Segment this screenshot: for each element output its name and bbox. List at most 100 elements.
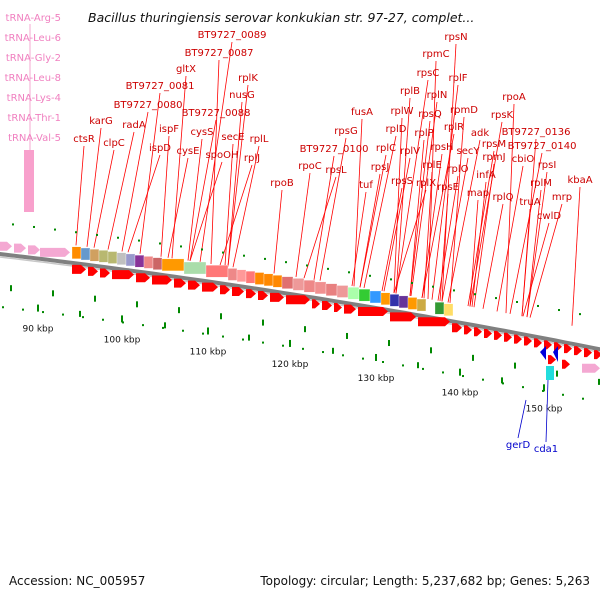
forward-gene-arrow: [594, 350, 600, 360]
forward-gene-arrow: [534, 338, 542, 348]
gene-label-ispd: ispD: [149, 143, 171, 154]
gene-label-rplq: rplQ: [492, 192, 513, 203]
outer-tick: [432, 285, 434, 288]
gene-label-rplm: rplM: [530, 178, 552, 189]
gene-label-rpsk: rpsK: [491, 110, 514, 121]
feature-block: [292, 278, 305, 291]
inner-tick: [472, 354, 474, 361]
outer-ticks: [12, 223, 581, 316]
outer-tick: [411, 281, 413, 284]
trna-block: [24, 150, 34, 212]
scale-label: 140 kbp: [442, 389, 479, 399]
feature-block: [134, 255, 145, 268]
scale-dot: [242, 338, 244, 341]
forward-gene-arrow: [474, 327, 482, 337]
feature-block: [336, 285, 349, 298]
trna-label-trna-leu-8: tRNA-Leu-8: [5, 73, 61, 84]
gene-label-rpoa: rpoA: [502, 92, 526, 103]
leader-line: [303, 176, 337, 279]
feature-block: [183, 261, 207, 275]
scale-dot: [422, 367, 424, 370]
leader-line: [383, 157, 411, 292]
gene-label-bt9727-0140: BT9727_0140: [508, 141, 577, 152]
forward-gene-arrow: [524, 336, 532, 346]
gene-label-rplo: rplO: [447, 164, 468, 175]
outer-tick: [117, 236, 119, 239]
gerd-arrow: [540, 346, 546, 360]
feature-block: [303, 280, 316, 293]
gene-label-rpsi: rpsI: [538, 160, 557, 171]
feature-block: [398, 295, 409, 309]
leader-line: [421, 133, 455, 298]
feature-block: [80, 247, 91, 261]
gene-label-rpob: rpoB: [270, 178, 294, 189]
trna-label-trna-lys-4: tRNA-Lys-4: [7, 93, 61, 104]
gene-label-rpsn: rpsN: [444, 32, 467, 43]
leader-line: [496, 165, 524, 312]
leader-line: [127, 154, 161, 253]
feature-block: [245, 270, 256, 284]
leader-line: [93, 149, 115, 248]
gene-label-rpsh: rpsH: [430, 142, 453, 153]
leader-line: [227, 84, 249, 267]
leader-line: [219, 164, 253, 266]
forward-gene-arrow: [174, 278, 186, 288]
gene-label-bt9727-0136: BT9727_0136: [502, 127, 571, 138]
feature-block: [369, 290, 382, 304]
forward-gene-arrow: [514, 334, 522, 344]
leader-line: [189, 161, 223, 261]
leader-line: [526, 189, 542, 318]
gene-label-spooh: spoOH: [205, 150, 238, 161]
forward-gene-arrow: [452, 323, 462, 333]
scale-dot: [322, 351, 324, 354]
outer-tick: [33, 225, 35, 228]
leader-line: [467, 150, 495, 307]
forward-gene-arrow: [220, 285, 230, 295]
feature-block: [347, 287, 360, 300]
gene-label-adk: adk: [471, 128, 489, 139]
gene-label-rpsg: rpsG: [334, 126, 357, 137]
gene-label-gltx: gltX: [176, 64, 196, 75]
feature-block: [325, 283, 338, 296]
forward-gene-arrow: [584, 348, 592, 358]
leader-line: [471, 181, 487, 307]
outer-tick: [495, 297, 497, 300]
leader-line: [107, 131, 135, 250]
gene-label-rplk: rplK: [238, 73, 258, 84]
forward-gene-arrow: [334, 302, 342, 312]
scale-label: 110 kbp: [190, 347, 227, 357]
gene-label-rpsm: rpsM: [482, 139, 506, 150]
feature-block: [125, 253, 136, 267]
leader-line: [395, 79, 429, 294]
gene-label-nusg: nusG: [229, 90, 255, 101]
outer-tick: [369, 274, 371, 277]
gene-label-rada: radA: [122, 120, 146, 131]
cda1-leader: [545, 379, 549, 443]
leader-line: [509, 152, 543, 314]
trna-block-bar: [24, 150, 34, 212]
outer-tick: [285, 261, 287, 264]
feature-block: [143, 256, 154, 269]
leader-line: [359, 154, 387, 288]
outer-tick: [474, 293, 476, 296]
leader-line: [529, 203, 563, 318]
inner-tick: [346, 332, 348, 339]
inner-tick: [178, 307, 180, 314]
gene-label-rplw: rplW: [390, 106, 413, 117]
inner-tick: [136, 301, 138, 308]
feature-block: [425, 300, 436, 313]
feature-block: [314, 281, 327, 295]
leader-line: [295, 172, 311, 277]
leader-line: [313, 155, 335, 280]
leader-line: [505, 103, 515, 314]
leader-line: [521, 208, 531, 317]
feature-block: [116, 252, 127, 265]
gene-label-cwld: cwlD: [537, 211, 561, 222]
scale-dot: [582, 397, 584, 400]
scale-tick: [459, 368, 461, 376]
gene-label-kbaa: kbaA: [567, 175, 592, 186]
gene-label-ctsr: ctsR: [73, 134, 95, 145]
feature-block: [89, 249, 100, 262]
outer-tick: [537, 304, 539, 307]
